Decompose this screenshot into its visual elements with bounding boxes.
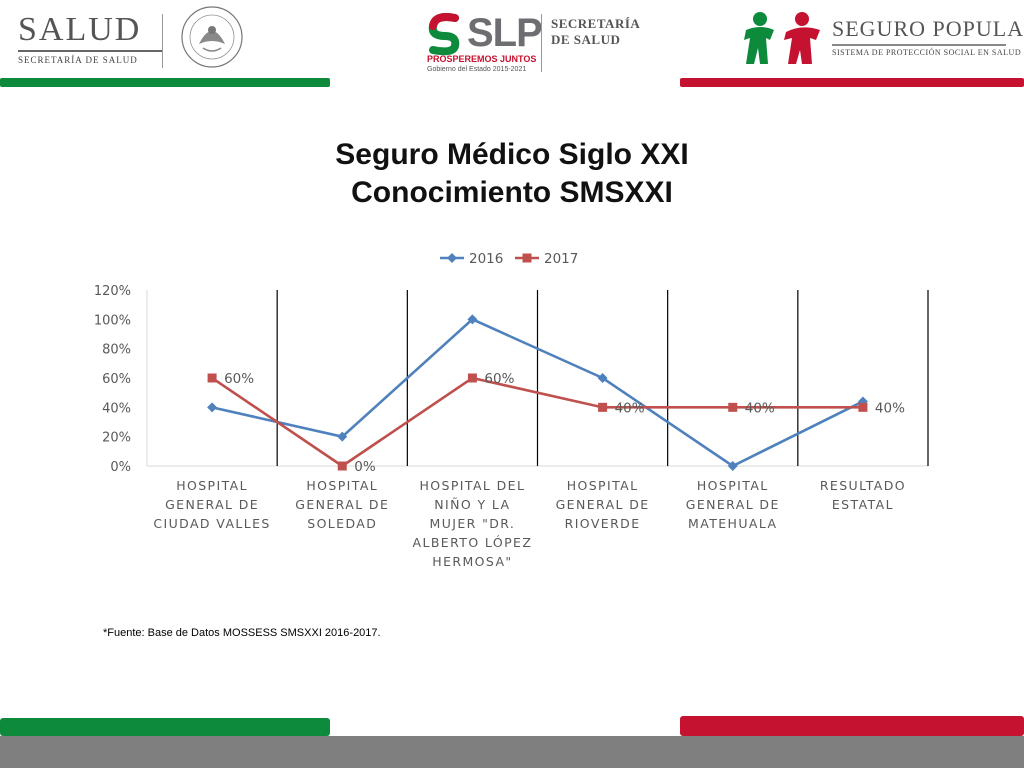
salud-logo-subtext: SECRETARÍA DE SALUD — [18, 55, 138, 65]
data-point-2016 — [727, 461, 738, 471]
data-label-2017: 0% — [354, 459, 376, 475]
slp-mark-icon — [428, 13, 460, 56]
national-seal-icon — [181, 6, 243, 68]
slp-government: Gobierno del Estado 2015-2021 — [427, 66, 527, 73]
data-point-2016 — [337, 431, 348, 442]
x-tick-label: HERMOSA" — [432, 554, 512, 569]
x-tick-label: ALBERTO LÓPEZ — [413, 535, 533, 550]
seguro-popular-subtitle: SISTEMA DE PROTECCIÓN SOCIAL EN SALUD — [832, 48, 1022, 57]
data-point-2017 — [728, 402, 738, 412]
x-tick-label: GENERAL DE — [686, 497, 780, 512]
x-tick-label: GENERAL DE — [556, 497, 650, 512]
x-tick-label: NIÑO Y LA — [434, 497, 510, 512]
legend-marker-2016 — [447, 253, 457, 263]
data-label-2017: 60% — [224, 371, 254, 387]
secretaria-line2: DE SALUD — [551, 32, 621, 47]
y-tick-label: 120% — [94, 284, 131, 299]
y-tick-label: 100% — [94, 313, 131, 328]
data-point-2016 — [857, 396, 868, 407]
seguro-popular-rule — [832, 44, 1006, 46]
seguro-popular-name: SEGURO POPULAR — [832, 16, 1024, 41]
x-tick-label: ESTATAL — [832, 497, 894, 512]
source-note: *Fuente: Base de Datos MOSSESS SMSXXI 20… — [103, 627, 381, 639]
top-green-bar — [0, 78, 330, 87]
y-tick-label: 60% — [102, 372, 131, 387]
y-tick-label: 20% — [102, 431, 131, 446]
data-label-2017: 40% — [875, 400, 905, 416]
x-tick-label: HOSPITAL DEL — [419, 478, 525, 493]
data-point-2017 — [467, 373, 477, 383]
x-tick-label: MUJER "DR. — [430, 516, 516, 531]
series-line-2016 — [211, 317, 864, 468]
seguro-popular-figures-icon — [744, 12, 820, 64]
x-tick-label: MATEHUALA — [688, 516, 777, 531]
salud-logo-rule — [18, 50, 163, 52]
salud-logo: SALUD SECRETARÍA DE SALUD — [18, 12, 163, 65]
data-label-2017: 40% — [745, 400, 775, 416]
header-divider — [541, 14, 542, 72]
title-line-2: Conocimiento SMSXXI — [351, 176, 673, 209]
legend-label-2017: 2017 — [544, 251, 578, 267]
x-tick-label: RESULTADO — [820, 478, 906, 493]
slp-tagline: PROSPEREMOS JUNTOS — [427, 54, 537, 64]
secretaria-line1: SECRETARÍA — [551, 16, 641, 31]
header: SALUD SECRETARÍA DE SALUD SLP PROSPEREMO… — [0, 0, 1024, 90]
page-title: Seguro Médico Siglo XXI Conocimiento SMS… — [212, 136, 812, 212]
top-red-bar — [680, 78, 1024, 87]
data-point-2016 — [207, 402, 218, 413]
bottom-red-bar — [680, 716, 1024, 736]
x-tick-label: RIOVERDE — [565, 516, 641, 531]
salud-logo-text: SALUD — [18, 11, 142, 48]
slp-logo: SLP PROSPEREMOS JUNTOS Gobierno del Esta… — [425, 8, 625, 78]
seguro-popular-logo: SEGURO POPULAR SISTEMA DE PROTECCIÓN SOC… — [740, 10, 1024, 70]
y-tick-label: 0% — [110, 460, 131, 475]
bottom-green-bar — [0, 718, 330, 736]
y-tick-label: 80% — [102, 343, 131, 358]
data-point-2017 — [337, 461, 347, 471]
data-label-2017: 60% — [484, 371, 514, 387]
data-label-2017: 40% — [615, 400, 645, 416]
data-point-2016 — [597, 373, 608, 383]
data-point-2017 — [598, 402, 608, 412]
legend-marker-2017 — [522, 253, 532, 263]
x-tick-label: HOSPITAL — [697, 478, 769, 493]
legend-label-2016: 2016 — [469, 251, 503, 267]
x-tick-label: GENERAL DE — [165, 497, 259, 512]
x-tick-label: HOSPITAL — [567, 478, 639, 493]
title-line-1: Seguro Médico Siglo XXI — [335, 138, 689, 171]
slp-logo-text: SLP — [467, 11, 543, 55]
x-tick-label: GENERAL DE — [295, 497, 389, 512]
y-tick-label: 40% — [102, 401, 131, 416]
x-tick-label: SOLEDAD — [307, 516, 377, 531]
x-tick-label: CIUDAD VALLES — [153, 516, 270, 531]
data-point-2016 — [467, 314, 478, 325]
bottom-gray-strip — [0, 736, 1024, 768]
line-chart: 0% 20% 40% 60% 80% 100% 120% HOSPITAL GENERAL DE… — [94, 251, 929, 569]
x-tick-label: HOSPITAL — [176, 478, 248, 493]
header-divider — [162, 14, 163, 68]
data-point-2017 — [207, 373, 217, 383]
secretaria-label: SECRETARÍA DE SALUD — [551, 16, 640, 48]
x-tick-label: HOSPITAL — [306, 478, 378, 493]
data-point-2017 — [858, 402, 868, 412]
series-line-2017 — [211, 376, 863, 468]
